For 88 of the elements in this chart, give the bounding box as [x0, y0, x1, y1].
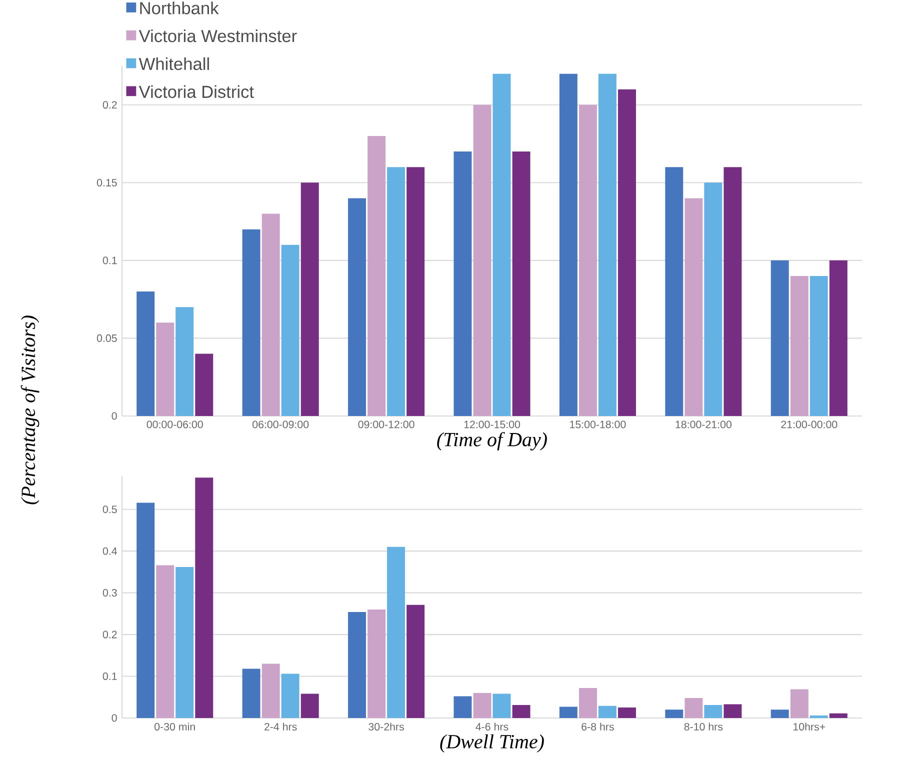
bar [387, 167, 405, 416]
bar [512, 152, 530, 416]
bar [665, 710, 684, 718]
x-tick-label: 8-10 hrs [684, 722, 723, 731]
x-tick-label: 09:00-12:00 [358, 420, 414, 428]
bar [512, 705, 530, 718]
bar [790, 276, 808, 416]
y-tick-label: 0.3 [102, 589, 117, 597]
y-tick-label: 0.2 [102, 630, 117, 638]
bar [810, 276, 828, 416]
bar [473, 104, 492, 416]
bar [829, 260, 848, 416]
bar [242, 668, 260, 718]
x-tick-label: 6-8 hrs [582, 722, 614, 731]
bar [454, 152, 472, 416]
bar [579, 688, 597, 718]
x-tick-label: 00:00-06:00 [146, 420, 203, 428]
bar [300, 694, 319, 718]
y-tick-label: 0 [112, 714, 117, 722]
bar [156, 322, 174, 416]
bar [348, 198, 366, 416]
bar [454, 696, 472, 718]
bar [242, 229, 260, 416]
bar [136, 292, 155, 416]
bar [300, 182, 319, 416]
bar [136, 502, 155, 718]
y-tick-label: 0.05 [96, 334, 117, 342]
bar [684, 198, 703, 416]
bar [281, 244, 300, 416]
bar [704, 705, 722, 718]
bar [665, 167, 684, 416]
bar [262, 664, 280, 718]
x-tick-label: 2-4 hrs [264, 722, 297, 731]
bar [704, 182, 722, 416]
y-tick-label: 0 [112, 412, 117, 420]
bar [368, 610, 386, 718]
x-tick-label: 15:00-18:00 [570, 420, 626, 428]
x-tick-label: 4-6 hrs [476, 722, 508, 731]
bar [492, 694, 511, 718]
y-tick-label: 0.4 [102, 547, 117, 555]
bar [618, 89, 636, 416]
bar [810, 715, 828, 718]
bar [790, 689, 808, 718]
bar [559, 706, 578, 718]
bar [579, 104, 597, 416]
bar [195, 478, 214, 718]
bar [406, 167, 425, 416]
x-tick-label: 12:00-15:00 [464, 420, 520, 428]
x-tick-label: 18:00-21:00 [676, 420, 732, 428]
bar [156, 565, 174, 718]
y-tick-label: 0.5 [102, 506, 117, 514]
y-tick-label: 0.1 [102, 672, 117, 680]
y-axis-title: (Percentage of Visitors) [20, 316, 40, 504]
bar [176, 307, 194, 416]
x-axis-title: (Time of Day) [437, 432, 547, 450]
bar [262, 214, 280, 416]
legend-label: Northbank [140, 2, 219, 14]
bar [618, 708, 636, 718]
legend-label: Victoria Westminster [138, 29, 297, 42]
bar [176, 566, 194, 718]
bar [724, 704, 742, 718]
y-tick-label: 0.15 [96, 178, 117, 186]
legend-label: Victoria District [138, 85, 254, 98]
x-tick-label: 30-2hrs [368, 722, 404, 731]
bar [598, 74, 616, 416]
bar [473, 692, 492, 718]
bar [684, 698, 703, 718]
legend-label: Whitehall [138, 57, 209, 70]
bar [559, 74, 578, 416]
bar [195, 354, 214, 416]
x-tick-label: 21:00-00:00 [781, 420, 838, 428]
bar [724, 167, 742, 416]
bar [406, 604, 425, 718]
x-tick-label: 0-30 min [154, 722, 195, 731]
bar [770, 710, 789, 718]
y-tick-label: 0.1 [102, 256, 117, 264]
y-tick-label: 0.2 [102, 101, 117, 109]
bar [348, 612, 366, 718]
bar [281, 674, 300, 718]
bar [829, 713, 848, 718]
x-axis-title: (Dwell Time) [440, 734, 544, 752]
bar [387, 546, 405, 718]
x-tick-label: 06:00-09:00 [252, 420, 309, 428]
x-tick-label: 10hrs+ [794, 722, 826, 731]
bar [770, 260, 789, 416]
bar [368, 136, 386, 416]
bar [598, 706, 616, 718]
bar [492, 74, 511, 416]
